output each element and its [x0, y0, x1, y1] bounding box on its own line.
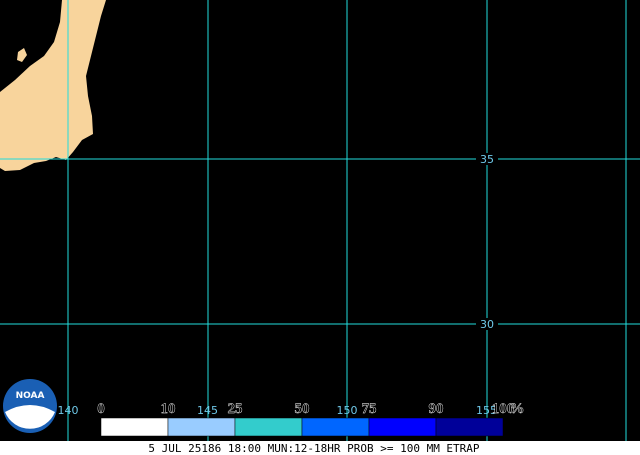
- lon-label: 140: [58, 404, 79, 417]
- lon-label: 155: [476, 404, 497, 417]
- legend-swatch: [100, 417, 169, 437]
- legend-swatch: [167, 417, 236, 437]
- legend-tick: 50: [295, 401, 310, 417]
- logo-wave: [5, 405, 55, 429]
- footer-text: 5 JUL 25186 18:00 MUN:12-18HR PROB >= 10…: [148, 442, 480, 455]
- legend-swatch: [435, 417, 504, 437]
- logo: NOAA: [3, 379, 57, 433]
- legend-unit: %: [510, 401, 525, 417]
- graticule: [0, 0, 640, 441]
- legend-tick: 0: [97, 401, 105, 417]
- lat-label: 30: [480, 318, 494, 331]
- lat-label-bg: [476, 318, 498, 330]
- lat-label: 35: [480, 153, 494, 166]
- legend-swatch: [234, 417, 303, 437]
- legend-tick: 25: [228, 401, 243, 417]
- legend-tick: 90: [429, 401, 444, 417]
- legend-tick: 10: [161, 401, 176, 417]
- lon-label: 150: [337, 404, 358, 417]
- logo-text: NOAA: [16, 391, 45, 401]
- legend-tick: 100: [492, 401, 515, 417]
- legend-tick: 75: [362, 401, 377, 417]
- lat-label-bg: [476, 153, 498, 165]
- land: [0, 0, 106, 171]
- island: [17, 48, 27, 62]
- footer-bar: [0, 441, 640, 455]
- lon-label: 145: [197, 404, 218, 417]
- legend-swatch: [368, 417, 437, 437]
- legend-swatch: [301, 417, 370, 437]
